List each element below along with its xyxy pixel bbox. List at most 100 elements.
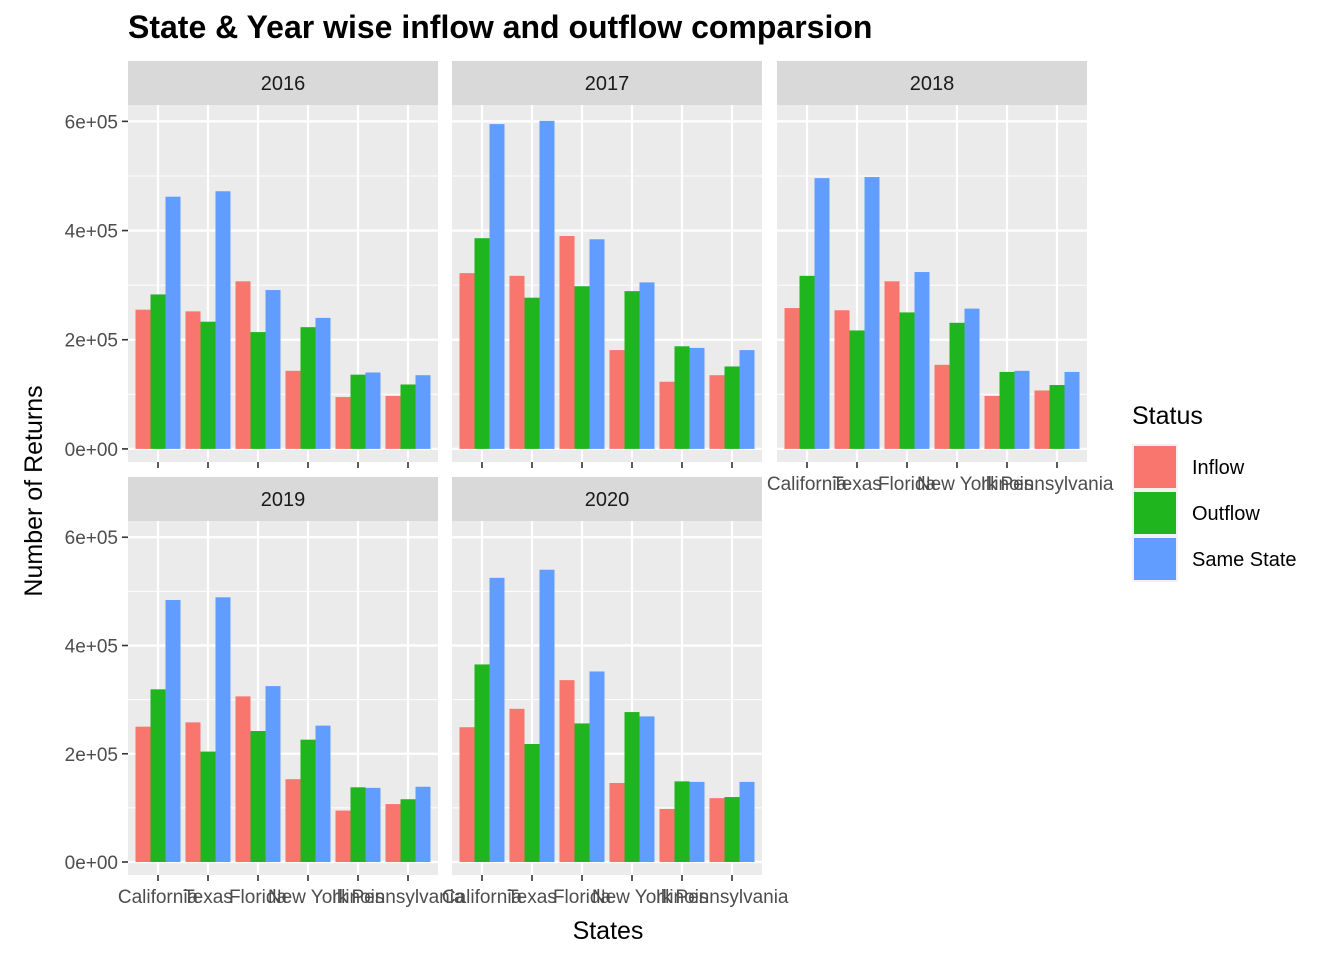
y-tick-label: 0e+00: [65, 440, 118, 461]
strip-2020: [452, 477, 762, 521]
bar-2017-florida-same-state: [589, 239, 605, 449]
bar-2019-pennsylvania-same-state: [415, 786, 431, 863]
bar-2017-texas-same-state: [539, 120, 555, 449]
bar-2018-pennsylvania-inflow: [1034, 390, 1050, 449]
bar-2020-florida-same-state: [589, 671, 605, 863]
bar-2020-florida-outflow: [574, 723, 590, 863]
bar-2017-new-york-same-state: [639, 282, 655, 449]
x-tick-label: California: [442, 887, 523, 908]
y-tick-label: 6e+05: [65, 112, 118, 133]
bar-2019-illinois-same-state: [365, 787, 381, 863]
bar-2017-illinois-same-state: [689, 347, 705, 449]
bar-2017-illinois-inflow: [659, 381, 675, 449]
bar-2016-california-outflow: [150, 294, 166, 449]
bar-2017-pennsylvania-outflow: [724, 366, 740, 449]
bar-2020-new-york-same-state: [639, 716, 655, 863]
bar-2019-new-york-outflow: [300, 739, 316, 863]
bar-2017-california-inflow: [459, 273, 475, 449]
y-tick-label: 4e+05: [65, 222, 118, 243]
bar-2017-illinois-outflow: [674, 346, 690, 449]
x-tick-label: California: [767, 474, 848, 495]
bar-2020-florida-inflow: [559, 680, 575, 863]
bar-2020-texas-inflow: [509, 708, 525, 863]
x-tick-label: Pennsylvania: [351, 887, 464, 908]
bar-2019-illinois-inflow: [335, 810, 351, 863]
bar-2019-texas-inflow: [185, 722, 201, 863]
x-tick-label: Texas: [832, 474, 882, 495]
bar-2018-texas-outflow: [849, 330, 865, 449]
x-tick-label: Florida: [878, 474, 937, 495]
y-axis-title: Number of Returns: [20, 385, 48, 596]
bar-2018-illinois-inflow: [984, 395, 1000, 449]
x-tick-label: Pennsylvania: [675, 887, 788, 908]
bar-2016-illinois-same-state: [365, 372, 381, 449]
x-tick-label: New York: [917, 474, 998, 495]
strip-2019: [128, 477, 438, 521]
bar-2020-pennsylvania-same-state: [739, 781, 755, 863]
bar-2020-california-outflow: [474, 664, 490, 863]
bar-2019-pennsylvania-outflow: [400, 799, 416, 863]
bar-2016-pennsylvania-same-state: [415, 375, 431, 449]
y-tick-label: 6e+05: [65, 528, 118, 549]
strip-label-2019: 2019: [261, 489, 306, 511]
bar-2019-texas-outflow: [200, 751, 216, 863]
bar-2018-new-york-same-state: [964, 308, 980, 449]
bar-2018-new-york-outflow: [949, 322, 965, 449]
bar-2019-illinois-outflow: [350, 787, 366, 863]
bar-2016-florida-outflow: [250, 332, 266, 449]
x-tick-label: Pennsylvania: [1000, 474, 1113, 495]
bar-2017-pennsylvania-inflow: [709, 375, 725, 449]
bar-2019-california-same-state: [165, 600, 181, 863]
legend-label-same-state: Same State: [1192, 549, 1297, 571]
x-tick-label: Texas: [507, 887, 557, 908]
bar-2018-texas-same-state: [864, 177, 880, 449]
bar-2020-illinois-same-state: [689, 781, 705, 863]
bar-2018-pennsylvania-same-state: [1064, 371, 1080, 449]
strip-2018: [777, 61, 1087, 105]
legend: Status Inflow Outflow Same State: [1132, 402, 1297, 582]
bar-2016-illinois-inflow: [335, 397, 351, 449]
x-tick-label: Texas: [183, 887, 233, 908]
bar-2016-texas-same-state: [215, 191, 231, 449]
bar-2017-new-york-inflow: [609, 350, 625, 449]
panel-2017: 2017: [452, 61, 762, 468]
x-tick-label: Illinois: [656, 887, 709, 908]
chart-title: State & Year wise inflow and outflow com…: [128, 9, 872, 45]
bar-2020-california-same-state: [489, 577, 505, 863]
bar-2017-pennsylvania-same-state: [739, 350, 755, 449]
bar-2018-california-inflow: [784, 308, 800, 449]
strip-label-2017: 2017: [585, 73, 630, 95]
bar-2016-texas-inflow: [185, 311, 201, 449]
strip-2017: [452, 61, 762, 105]
bar-2017-texas-inflow: [509, 275, 525, 449]
bar-2020-pennsylvania-inflow: [709, 798, 725, 863]
bar-2016-new-york-outflow: [300, 327, 316, 449]
bar-2018-florida-same-state: [914, 272, 930, 449]
bar-2018-california-same-state: [814, 178, 830, 449]
bar-2016-california-same-state: [165, 196, 181, 449]
bar-2020-illinois-outflow: [674, 781, 690, 863]
panels-area: 2016 0e+00 2e+05 4e+05 6e+05 2017 2018 Californ…: [65, 61, 1114, 908]
bar-2018-new-york-inflow: [934, 364, 950, 449]
bar-2020-new-york-outflow: [624, 712, 640, 863]
strip-2016: [128, 61, 438, 105]
strip-label-2018: 2018: [910, 73, 955, 95]
bar-2020-california-inflow: [459, 727, 475, 863]
x-tick-label: Florida: [229, 887, 288, 908]
bar-2018-florida-inflow: [884, 281, 900, 449]
bar-2016-texas-outflow: [200, 321, 216, 449]
bar-2017-texas-outflow: [524, 297, 540, 449]
bar-2016-pennsylvania-inflow: [385, 395, 401, 449]
y-tick-label: 2e+05: [65, 745, 118, 766]
bar-2020-pennsylvania-outflow: [724, 797, 740, 863]
bar-2019-florida-same-state: [265, 686, 281, 863]
bar-2019-texas-same-state: [215, 597, 231, 863]
bar-2018-illinois-outflow: [999, 371, 1015, 449]
bar-2016-pennsylvania-outflow: [400, 384, 416, 449]
y-tick-label: 0e+00: [65, 853, 118, 874]
bar-2019-new-york-same-state: [315, 725, 331, 863]
bar-2018-california-outflow: [799, 275, 815, 449]
bar-2018-illinois-same-state: [1014, 370, 1030, 449]
bar-2019-california-outflow: [150, 689, 166, 863]
